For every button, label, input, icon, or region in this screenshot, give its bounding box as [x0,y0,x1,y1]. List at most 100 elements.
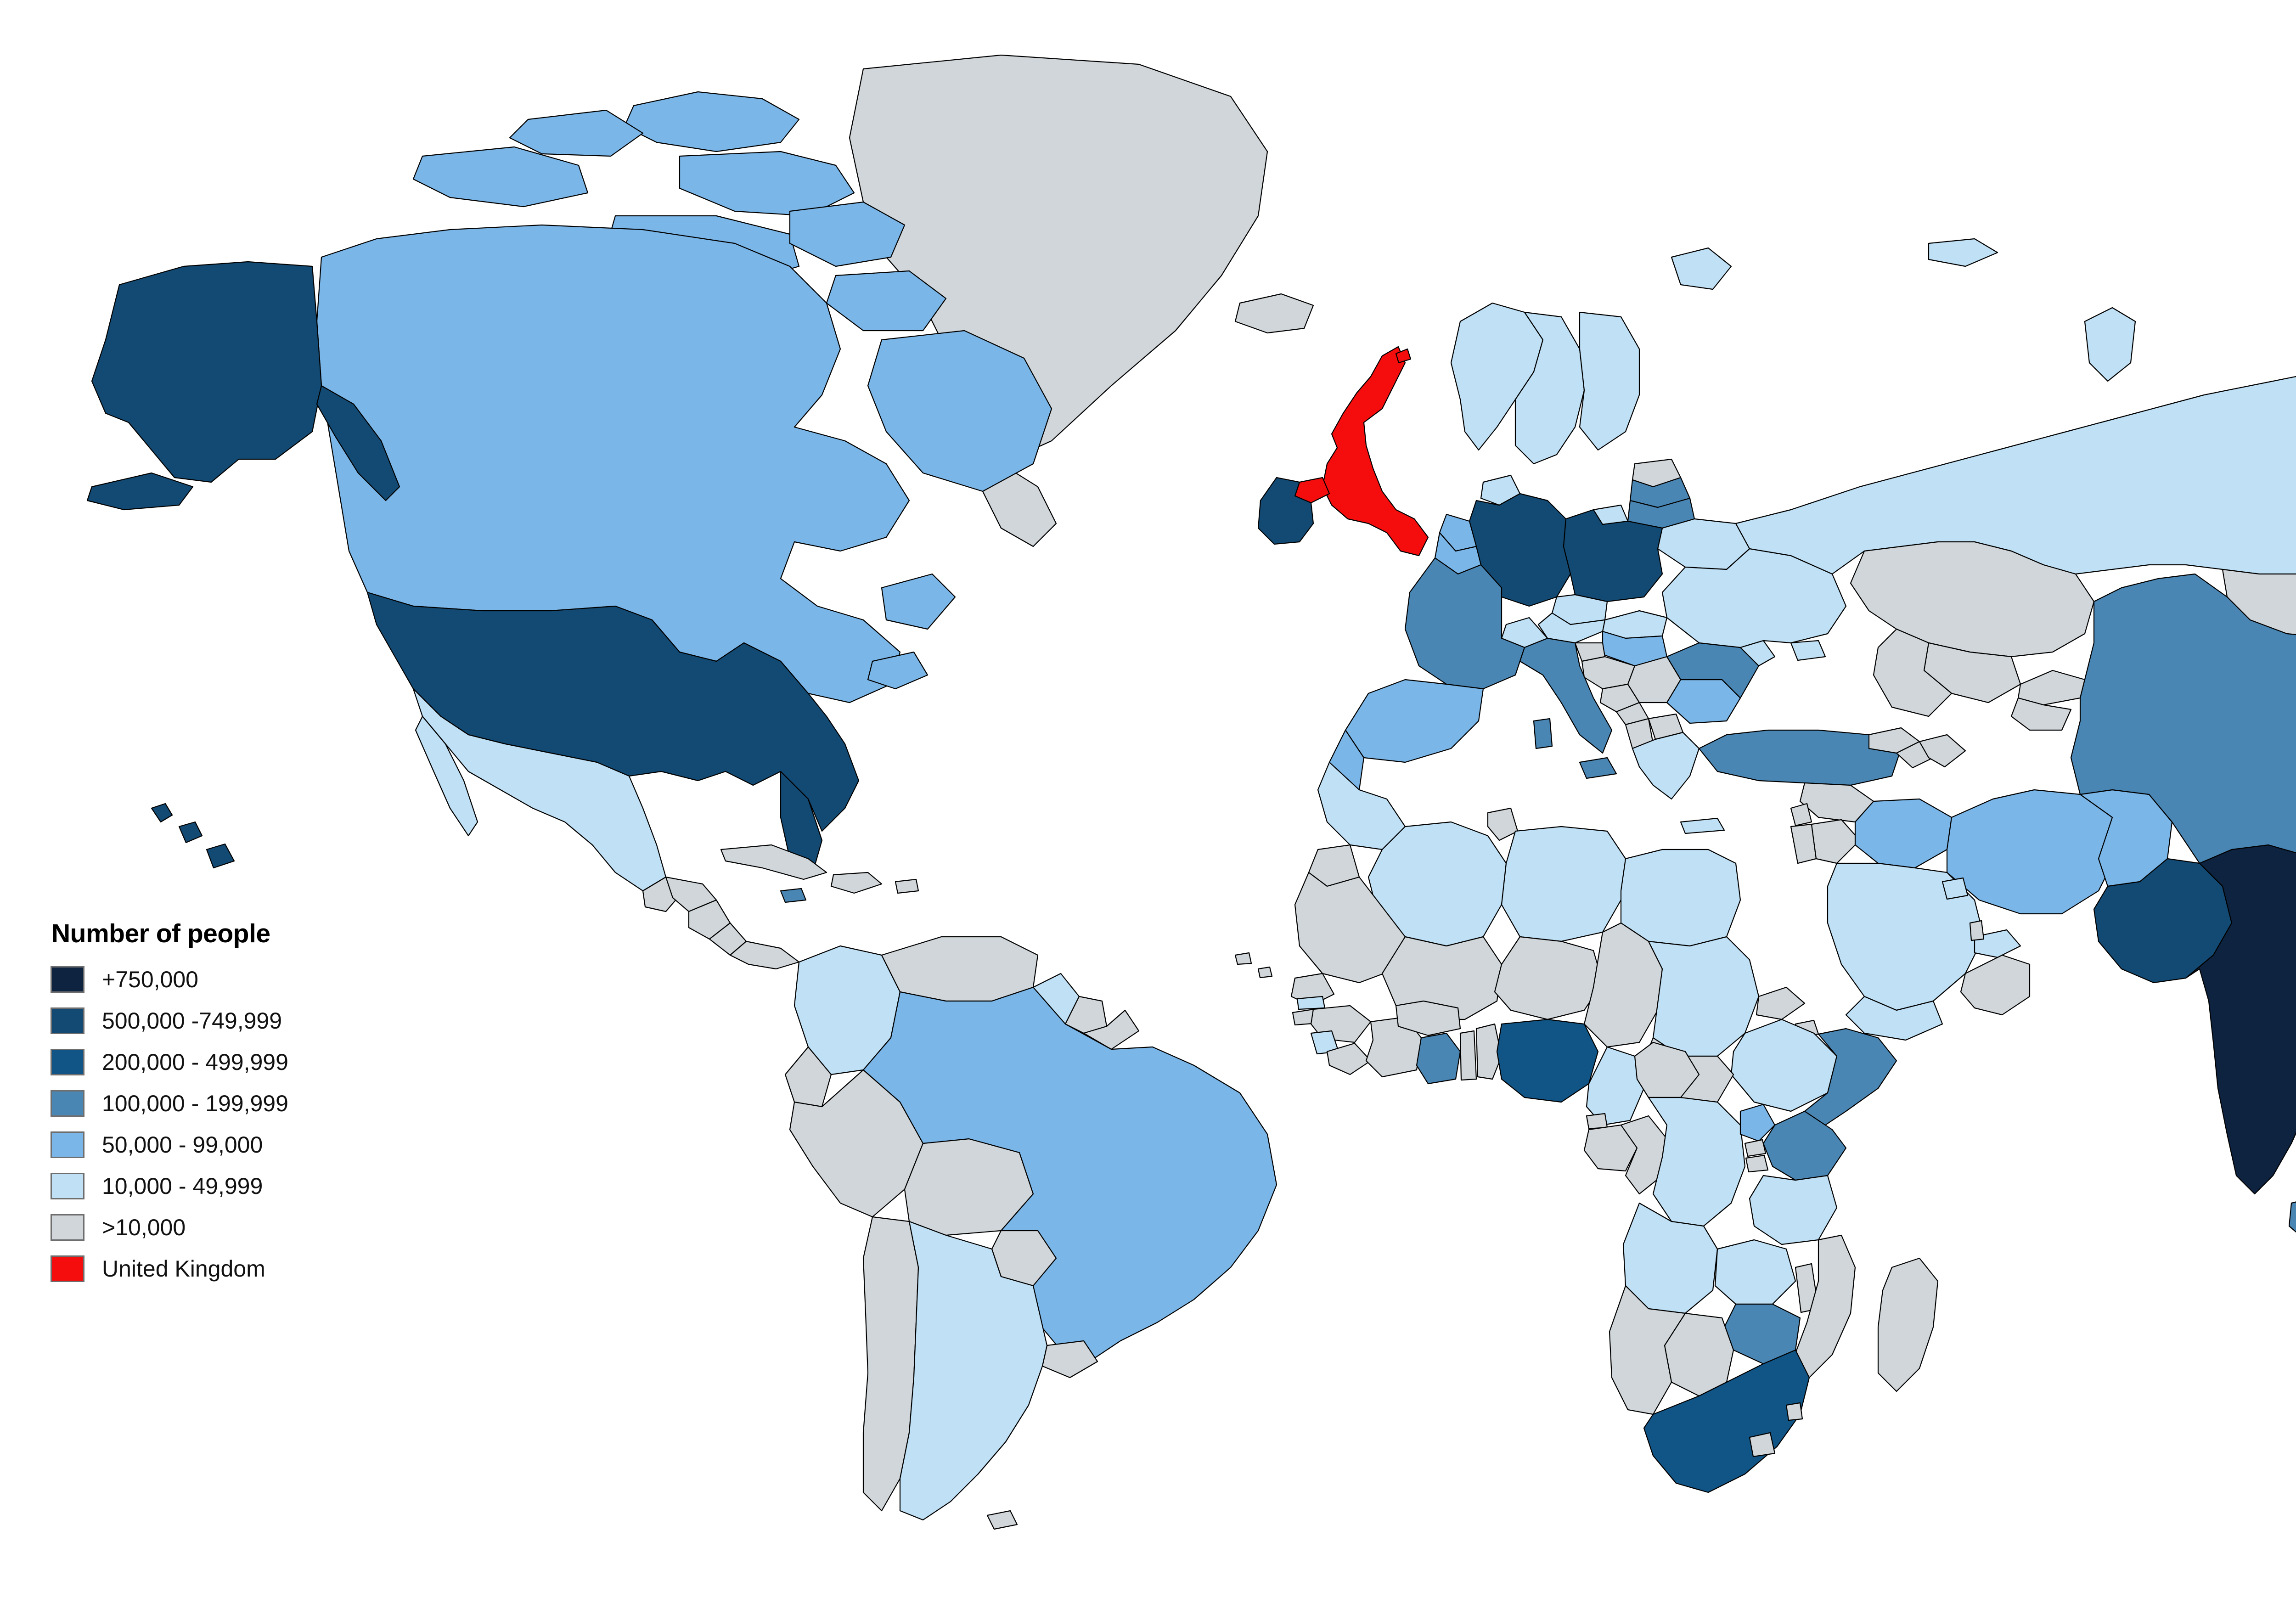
country-cameroon[interactable] [1587,1047,1644,1125]
country-somalia[interactable] [1805,1029,1896,1130]
country-greece[interactable] [1632,732,1699,799]
country-suriname[interactable] [1065,996,1107,1033]
country-puerto-rico[interactable] [895,879,918,893]
legend-item-3[interactable]: 100,000 - 199,999 [51,1089,464,1118]
country-south-africa[interactable] [1644,1350,1809,1492]
country-crimea[interactable] [1791,641,1825,660]
country-mauritania[interactable] [1295,872,1405,983]
country-nigeria[interactable] [1497,1019,1598,1102]
country-congo[interactable] [1621,1116,1667,1194]
country-finland[interactable] [1580,312,1639,450]
country-liberia[interactable] [1327,1043,1371,1075]
country-cape-verde[interactable] [1235,953,1272,978]
legend-item-1[interactable]: 500,000 -749,999 [51,1007,464,1035]
legend-item-5[interactable]: 10,000 - 49,999 [51,1172,464,1200]
country-burundi[interactable] [1746,1155,1768,1172]
country-gambia[interactable] [1297,996,1325,1009]
country-mozambique[interactable] [1793,1235,1855,1378]
country-brazil[interactable] [863,987,1277,1359]
country-alaska-aleutians[interactable] [87,473,193,510]
country-eritrea[interactable] [1756,987,1805,1019]
country-russia[interactable] [1736,340,2296,652]
country-angola[interactable] [1623,1203,1717,1313]
country-alaska[interactable] [92,262,321,482]
legend-item-2[interactable]: 200,000 - 499,999 [51,1048,464,1076]
country-greece-crete[interactable] [1681,818,1724,833]
country-sri-lanka[interactable] [2289,1198,2296,1240]
country-azerbaijan[interactable] [1919,735,1965,767]
legend-item-7[interactable]: United Kingdom [51,1255,464,1283]
country-italy[interactable] [1520,638,1612,753]
country-rwanda[interactable] [1745,1140,1766,1156]
country-turkmenistan[interactable] [1874,629,1952,716]
country-burkina-faso[interactable] [1396,1001,1460,1035]
legend-label-5: 10,000 - 49,999 [102,1173,263,1199]
country-italy-sardinia[interactable] [1534,719,1552,748]
country-chad[interactable] [1584,923,1662,1047]
country-norway[interactable] [1451,303,1543,450]
country-cuba[interactable] [721,845,827,879]
country-equatorial-guinea[interactable] [1587,1114,1607,1129]
country-kuwait[interactable] [1942,878,1968,899]
country-kazakhstan[interactable] [1851,542,2094,657]
country-canada-arctic-6[interactable] [790,202,905,266]
country-falklands[interactable] [987,1511,1017,1529]
country-italy-sicily[interactable] [1580,758,1616,778]
country-austria[interactable] [1538,613,1605,643]
country-svalbard[interactable] [1671,248,1731,289]
country-novaya-zemlya[interactable] [2085,308,2135,381]
country-togo[interactable] [1460,1031,1476,1080]
country-ghana[interactable] [1417,1033,1460,1084]
country-uk-scotland-isles[interactable] [1396,349,1411,363]
country-madagascar[interactable] [1878,1258,1938,1391]
country-dr-congo[interactable] [1649,1097,1745,1226]
country-yemen[interactable] [1846,996,1942,1040]
country-jordan[interactable] [1812,820,1860,863]
country-namibia[interactable] [1609,1286,1685,1414]
country-sweden[interactable] [1515,312,1584,464]
country-qatar[interactable] [1970,921,1984,940]
country-benin[interactable] [1476,1024,1502,1079]
country-mexico-baja[interactable] [416,716,478,836]
legend-swatch-2 [51,1049,84,1075]
country-united-kingdom-mainland[interactable] [1322,347,1428,556]
country-oman[interactable] [1961,955,2030,1015]
country-canada-newfoundland[interactable] [882,574,955,629]
country-uae[interactable] [1975,930,2020,957]
country-canada-nova-scotia[interactable] [868,652,928,689]
country-eswatini[interactable] [1786,1403,1802,1420]
country-mali[interactable] [1382,937,1502,1019]
legend-item-6[interactable]: >10,000 [51,1213,464,1242]
country-ireland[interactable] [1258,478,1313,544]
country-lesotho[interactable] [1750,1433,1775,1457]
country-tajikistan[interactable] [2011,698,2071,730]
country-zambia[interactable] [1715,1240,1795,1304]
country-libya[interactable] [1502,827,1626,941]
country-canada-arctic-2[interactable] [510,110,643,156]
country-canada-baffin[interactable] [868,331,1052,491]
country-saudi-arabia[interactable] [1828,863,1984,1010]
country-haiti-dr[interactable] [831,872,882,893]
country-turkey[interactable] [1699,730,1901,785]
country-france[interactable] [1405,558,1525,689]
country-alaska-panhandle[interactable] [317,386,400,501]
legend-item-0[interactable]: +750,000 [51,965,464,994]
country-sudan[interactable] [1649,937,1759,1056]
country-tunisia[interactable] [1488,808,1518,840]
country-central-african-republic[interactable] [1635,1042,1699,1097]
country-uganda[interactable] [1740,1104,1775,1141]
country-egypt[interactable] [1621,850,1740,946]
country-ethiopia[interactable] [1731,1019,1837,1111]
country-franz-josef[interactable] [1929,239,1998,266]
country-canada-arctic-4[interactable] [413,147,588,207]
country-canada-arctic-3[interactable] [680,152,854,216]
country-iceland[interactable] [1235,294,1313,333]
country-india[interactable] [2186,845,2296,1194]
country-china[interactable] [2071,574,2296,912]
country-jamaica[interactable] [781,889,806,902]
legend-item-4[interactable]: 50,000 - 99,000 [51,1131,464,1159]
country-russia-kaliningrad[interactable] [1593,505,1628,524]
country-lebanon[interactable] [1791,804,1812,826]
country-us-hawaii[interactable] [152,804,234,868]
country-argentina[interactable] [900,1221,1047,1520]
